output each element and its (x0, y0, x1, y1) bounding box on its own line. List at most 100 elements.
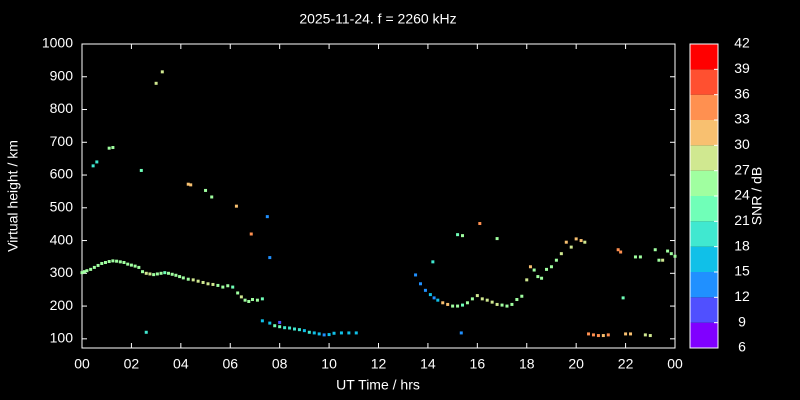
y-tick-label: 400 (50, 231, 74, 247)
data-point (661, 258, 665, 262)
y-tick-label: 800 (50, 100, 74, 116)
colorbar-tick-label: 18 (734, 237, 750, 253)
data-point (653, 248, 657, 252)
plot-frame (81, 43, 676, 349)
data-point (596, 334, 600, 338)
data-point (250, 298, 254, 302)
x-tick-label: 10 (321, 356, 337, 372)
data-point (354, 331, 358, 335)
data-point (107, 146, 111, 150)
x-tick-label: 22 (618, 356, 634, 372)
colorbar-band (690, 246, 718, 272)
colorbar-tick-label: 30 (734, 136, 750, 152)
data-point (528, 265, 532, 269)
data-point (159, 271, 163, 275)
data-point (347, 331, 351, 335)
data-point (178, 275, 182, 279)
data-point (638, 255, 642, 259)
data-point (231, 285, 235, 289)
data-point (107, 260, 111, 264)
data-point (673, 254, 677, 258)
data-point (155, 272, 159, 276)
data-point (624, 332, 628, 336)
data-point (459, 331, 463, 335)
data-point (181, 276, 185, 280)
x-tick-label: 00 (667, 356, 683, 372)
data-point (201, 280, 205, 284)
data-point (170, 272, 174, 276)
data-point (436, 298, 440, 302)
colorbar-tick-label: 39 (734, 60, 750, 76)
data-point (268, 321, 272, 325)
data-point (118, 260, 122, 264)
data-point (431, 260, 435, 264)
colorbar-tick-label: 9 (738, 313, 746, 329)
colorbar-tick-label: 33 (734, 111, 750, 127)
data-point (186, 277, 190, 281)
data-point (616, 248, 620, 252)
data-point (268, 256, 272, 260)
data-point (216, 283, 220, 287)
x-axis-label: UT Time / hrs (336, 377, 420, 393)
x-tick-label: 08 (272, 356, 288, 372)
x-tick-label: 14 (420, 356, 436, 372)
data-point (249, 232, 253, 236)
data-point (122, 261, 126, 264)
data-point (288, 326, 292, 330)
y-tick-label: 600 (50, 166, 74, 182)
data-point (549, 265, 553, 269)
colorbar-tick-label: 42 (734, 35, 750, 51)
data-point (432, 296, 436, 300)
data-point (505, 304, 509, 308)
data-point (204, 188, 208, 192)
data-point (211, 282, 215, 286)
colorbar-band (690, 221, 718, 247)
data-point (126, 262, 130, 266)
data-point (495, 302, 499, 306)
y-axis-label: Virtual height / km (5, 140, 21, 252)
y-tick-label: 700 (50, 133, 74, 149)
data-point (307, 330, 311, 334)
colorbar-tick-label: 24 (734, 187, 750, 203)
data-point (500, 303, 504, 307)
data-point (657, 258, 661, 262)
colorbar-band (690, 272, 718, 298)
data-point (327, 333, 331, 337)
data-point (160, 70, 164, 74)
data-point (137, 265, 141, 269)
data-point (278, 320, 282, 324)
data-point (510, 302, 514, 306)
data-point (579, 239, 583, 243)
data-point (236, 291, 240, 295)
data-point (495, 237, 499, 241)
data-point (139, 168, 143, 172)
data-point (446, 302, 450, 306)
x-tick-label: 16 (470, 356, 486, 372)
data-point (80, 271, 84, 275)
colorbar-band (690, 145, 718, 171)
colorbar-tick-label: 27 (734, 161, 750, 177)
data-point (96, 263, 100, 267)
data-point (414, 273, 418, 277)
data-point (461, 234, 465, 238)
colorbar-band (690, 322, 718, 348)
data-point (332, 331, 336, 335)
data-point (260, 297, 264, 301)
data-point (92, 265, 96, 269)
data-point (206, 282, 210, 286)
x-tick-label: 02 (124, 356, 140, 372)
data-point (100, 261, 104, 265)
data-point (141, 270, 145, 274)
y-tick-label: 300 (50, 264, 74, 280)
data-point (302, 329, 306, 333)
colorbar-band (690, 69, 718, 95)
data-point (239, 295, 243, 299)
colorbar-tick-label: 6 (738, 339, 746, 355)
data-point (148, 272, 152, 276)
data-point (540, 276, 544, 280)
x-tick-label: 18 (519, 356, 535, 372)
data-point (532, 268, 536, 272)
data-point (255, 298, 259, 302)
